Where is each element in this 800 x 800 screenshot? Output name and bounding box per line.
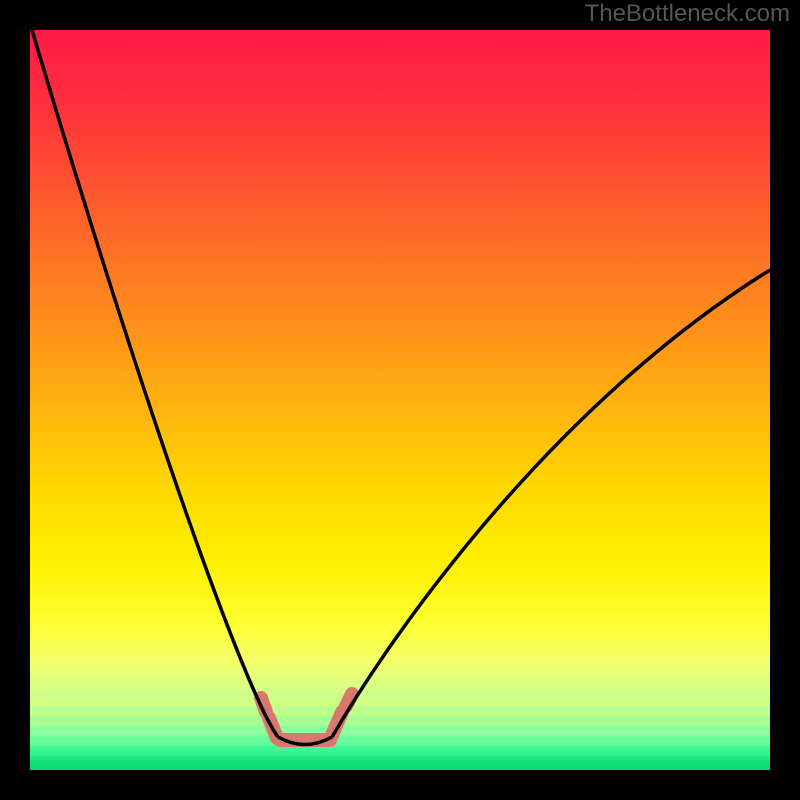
performance-band xyxy=(30,750,770,756)
performance-band xyxy=(30,730,770,736)
plot-background-gradient xyxy=(30,30,770,770)
performance-band xyxy=(30,740,770,746)
performance-band xyxy=(30,710,770,716)
performance-band xyxy=(30,760,770,770)
chart-root: TheBottleneck.com xyxy=(0,0,800,800)
performance-band xyxy=(30,700,770,706)
bottleneck-curve-chart xyxy=(0,0,800,800)
performance-band xyxy=(30,720,770,726)
